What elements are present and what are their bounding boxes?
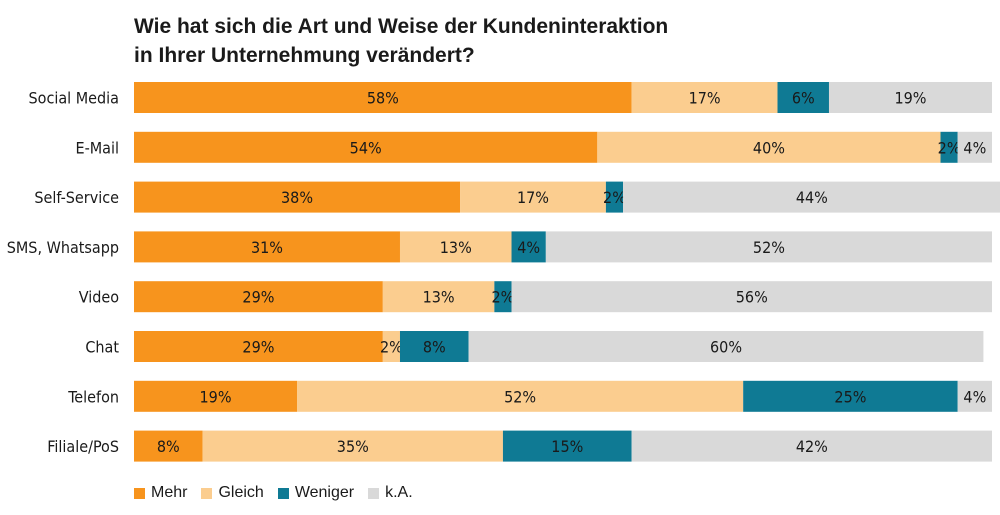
data-label-k-a-social-media: 19%: [894, 89, 926, 108]
bar-segment-mehr-telefon: [134, 380, 298, 412]
category-label-video: Video: [79, 288, 119, 307]
data-label-mehr-self-service: 38%: [281, 188, 313, 207]
data-label-gleich-e-mail: 40%: [753, 138, 785, 157]
chart-title-line-2: in Ihrer Unternehmung verändert?: [134, 44, 475, 67]
bar-segment-mehr-video: [134, 281, 383, 313]
data-label-mehr-chat: 29%: [242, 338, 274, 357]
bar-segment-gleich-filiale-pos: [202, 430, 503, 462]
data-label-weniger-sms-whatsapp: 4%: [517, 238, 540, 257]
data-label-weniger-self-service: 2%: [603, 188, 626, 207]
data-label-mehr-e-mail: 54%: [350, 138, 382, 157]
category-label-filiale-pos: Filiale/PoS: [47, 437, 119, 456]
bar-segment-k-a-video: [511, 281, 992, 313]
bar-segment-gleich-self-service: [460, 181, 606, 213]
bar-segment-mehr-social-media: [134, 82, 632, 113]
bar-segment-mehr-filiale-pos: [134, 430, 203, 462]
legend-item-weniger: Weniger: [277, 484, 355, 502]
bar-row-telefon: Telefon 19% 52% 25% 4%: [67, 380, 992, 412]
category-label-chat: Chat: [85, 338, 119, 357]
bar-segment-mehr-self-service: [134, 181, 461, 213]
bar-row-chat: Chat 29% 2% 8% 60%: [85, 331, 984, 362]
bar-row-social-media: Social Media 58% 17% 6% 19%: [29, 82, 992, 113]
category-label-social-media: Social Media: [29, 89, 120, 108]
data-label-gleich-telefon: 52%: [504, 387, 536, 406]
category-label-telefon: Telefon: [67, 387, 119, 406]
bar-segment-k-a-social-media: [828, 82, 992, 113]
bar-segment-k-a-e-mail: [957, 131, 992, 163]
legend-swatch-k-a: [368, 487, 380, 499]
bar-segment-weniger-video: [494, 281, 512, 313]
chart-title: Wie hat sich die Art und Weise der Kunde…: [134, 12, 774, 70]
chart-title-line-1: Wie hat sich die Art und Weise der Kunde…: [134, 15, 669, 38]
data-label-gleich-chat: 2%: [380, 338, 403, 357]
bar-segment-weniger-filiale-pos: [502, 430, 632, 462]
data-label-weniger-video: 2%: [492, 288, 515, 307]
bar-row-e-mail: E-Mail 54% 40% 2% 4%: [75, 131, 992, 163]
bar-segment-k-a-sms-whatsapp: [545, 231, 992, 263]
stacked-bar-chart: Social Media 58% 17% 6% 19%E-Mail 54% 40% 2% 4%S…: [7, 82, 1000, 462]
bar-segment-weniger-social-media: [777, 82, 829, 113]
legend-item-k-a: k.A.: [368, 484, 413, 502]
data-label-mehr-telefon: 19%: [200, 387, 232, 406]
data-label-gleich-self-service: 17%: [517, 188, 549, 207]
legend-swatch-mehr: [134, 487, 145, 499]
legend-swatch-gleich: [201, 487, 213, 499]
data-label-weniger-chat: 8%: [423, 338, 446, 357]
legend-label-gleich: Gleich: [218, 484, 264, 501]
bar-segment-gleich-social-media: [631, 82, 778, 113]
bar-segment-mehr-sms-whatsapp: [134, 231, 400, 263]
bar-row-self-service: Self-Service 38% 17% 2% 44%: [34, 181, 1000, 213]
bar-segment-gleich-telefon: [297, 380, 744, 412]
data-label-k-a-chat: 60%: [710, 338, 742, 357]
data-label-weniger-telefon: 25%: [834, 387, 866, 406]
bar-segment-weniger-sms-whatsapp: [511, 231, 546, 263]
bar-segment-weniger-telefon: [743, 380, 958, 412]
data-label-k-a-telefon: 4%: [963, 387, 986, 406]
category-label-self-service: Self-Service: [34, 188, 119, 207]
bar-segment-k-a-self-service: [623, 181, 1000, 213]
bar-segment-k-a-filiale-pos: [631, 430, 992, 462]
bar-segment-weniger-e-mail: [940, 131, 958, 163]
data-label-gleich-video: 13%: [423, 288, 455, 307]
data-label-k-a-e-mail: 4%: [963, 138, 986, 157]
data-label-gleich-social-media: 17%: [689, 89, 721, 108]
bar-row-sms-whatsapp: SMS, Whatsapp 31% 13% 4% 52%: [7, 231, 992, 263]
data-label-k-a-video: 56%: [736, 288, 768, 307]
legend-label-k-a: k.A.: [385, 484, 413, 501]
data-label-mehr-filiale-pos: 8%: [157, 437, 180, 456]
bar-segment-k-a-chat: [468, 331, 984, 362]
legend-item-mehr: Mehr: [134, 484, 187, 502]
data-label-mehr-sms-whatsapp: 31%: [251, 238, 283, 257]
data-label-weniger-e-mail: 2%: [938, 138, 961, 157]
bar-segment-gleich-chat: [382, 331, 400, 362]
data-label-mehr-video: 29%: [242, 288, 274, 307]
bar-segment-weniger-chat: [399, 331, 469, 362]
bar-segment-gleich-video: [382, 281, 495, 313]
data-label-k-a-filiale-pos: 42%: [796, 437, 828, 456]
data-label-k-a-sms-whatsapp: 52%: [753, 238, 785, 257]
bar-segment-gleich-sms-whatsapp: [399, 231, 512, 263]
bar-segment-weniger-self-service: [605, 181, 624, 213]
chart-legend: Mehr Gleich Weniger k.A.: [134, 484, 427, 502]
legend-swatch-weniger: [277, 487, 289, 499]
data-label-gleich-sms-whatsapp: 13%: [440, 238, 472, 257]
data-label-weniger-social-media: 6%: [792, 89, 815, 108]
bar-segment-mehr-chat: [134, 331, 383, 362]
legend-item-gleich: Gleich: [201, 484, 264, 502]
bar-row-filiale-pos: Filiale/PoS 8% 35% 15% 42%: [47, 430, 992, 462]
bar-segment-mehr-e-mail: [134, 131, 598, 163]
data-label-weniger-filiale-pos: 15%: [551, 437, 583, 456]
data-label-gleich-filiale-pos: 35%: [337, 437, 369, 456]
data-label-mehr-social-media: 58%: [367, 89, 399, 108]
bar-segment-k-a-telefon: [957, 380, 992, 412]
bar-segment-gleich-e-mail: [597, 131, 941, 163]
category-label-e-mail: E-Mail: [75, 138, 119, 157]
category-label-sms-whatsapp: SMS, Whatsapp: [7, 238, 119, 257]
data-label-k-a-self-service: 44%: [796, 188, 828, 207]
bar-row-video: Video 29% 13% 2% 56%: [79, 281, 992, 313]
legend-label-weniger: Weniger: [294, 484, 355, 501]
legend-label-mehr: Mehr: [151, 484, 188, 501]
